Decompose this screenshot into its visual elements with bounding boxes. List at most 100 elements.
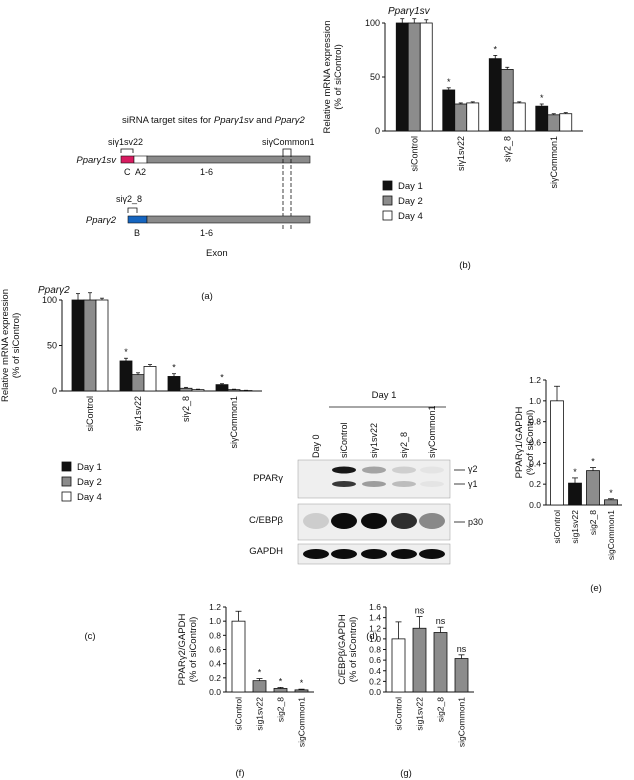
bar bbox=[454, 103, 468, 132]
sirna-label: siγ1sv22 bbox=[108, 137, 143, 147]
bar bbox=[419, 22, 433, 132]
band-cebpb bbox=[331, 513, 357, 529]
y-axis-label: Relative mRNA expression bbox=[0, 289, 11, 402]
y-tick-label: 0.0 bbox=[529, 500, 541, 510]
y-tick-label: 0.8 bbox=[209, 630, 221, 640]
legend-label: Day 1 bbox=[77, 462, 102, 473]
significance-mark: ns bbox=[415, 606, 425, 616]
band-marker: γ2 bbox=[468, 464, 478, 474]
bar bbox=[466, 102, 480, 132]
panel-label: (f) bbox=[236, 768, 245, 779]
bar bbox=[227, 389, 241, 392]
bar bbox=[252, 680, 267, 693]
exons-1-6 bbox=[146, 215, 311, 224]
y-axis-label: (% of siControl) bbox=[188, 617, 199, 682]
y-tick-label: 0.8 bbox=[369, 645, 381, 655]
exon-b bbox=[127, 215, 148, 224]
exon-label: A2 bbox=[135, 167, 146, 177]
bar bbox=[454, 658, 469, 693]
bar bbox=[231, 620, 246, 693]
legend-label: Day 4 bbox=[398, 211, 423, 222]
bar bbox=[604, 499, 618, 506]
x-tick-label: sigCommon1 bbox=[457, 697, 467, 747]
bar bbox=[95, 299, 109, 392]
band-gapdh bbox=[303, 549, 329, 559]
bar bbox=[550, 400, 564, 506]
y-axis-label: PPARγ1/GAPDH bbox=[514, 407, 525, 479]
panel-label: (e) bbox=[590, 583, 602, 594]
significance-mark: * bbox=[172, 363, 176, 373]
band-cebpb bbox=[303, 513, 329, 529]
diagram-title: siRNA target sites for Pparγ1sv and Ppar… bbox=[122, 115, 305, 126]
significance-mark: * bbox=[124, 347, 128, 357]
x-tick-label: sig2_8 bbox=[276, 697, 286, 722]
y-tick-label: 1.2 bbox=[529, 375, 541, 385]
y-axis-label: (% of siControl) bbox=[348, 617, 359, 682]
bar bbox=[488, 58, 502, 132]
band-gapdh bbox=[419, 549, 445, 559]
sirna-label: siγCommon1 bbox=[262, 137, 315, 147]
exon-caption: Exon bbox=[206, 248, 228, 259]
x-tick-label: siγ2_8 bbox=[502, 136, 512, 162]
y-tick-label: 1.2 bbox=[209, 602, 221, 612]
band-gamma2 bbox=[392, 466, 416, 474]
significance-mark: * bbox=[573, 467, 577, 477]
y-axis-label: (% of siControl) bbox=[333, 44, 344, 109]
exon-label: C bbox=[124, 167, 131, 177]
x-tick-label: siControl bbox=[552, 510, 562, 544]
legend-label: Day 4 bbox=[77, 492, 102, 503]
sirna-bracket bbox=[282, 148, 292, 153]
legend-swatch bbox=[382, 195, 393, 206]
bar bbox=[547, 114, 561, 132]
x-tick-label: siγ1sv22 bbox=[133, 396, 143, 431]
blot-row-label: GAPDH bbox=[249, 546, 283, 557]
x-tick-label: sig2_8 bbox=[588, 510, 598, 535]
exon-label: 1-6 bbox=[200, 228, 213, 238]
bar bbox=[412, 627, 427, 693]
bar bbox=[215, 384, 229, 392]
chart-g: 0.00.20.40.60.81.01.21.41.6C/EBPβ/GAPDH(… bbox=[337, 602, 474, 747]
legend-swatch bbox=[61, 461, 72, 472]
bar bbox=[71, 299, 85, 392]
x-tick-label: sigCommon1 bbox=[297, 697, 307, 747]
y-tick-label: 100 bbox=[365, 18, 380, 28]
x-tick-label: siControl bbox=[234, 697, 244, 731]
band-gapdh bbox=[331, 549, 357, 559]
band-gamma2 bbox=[332, 466, 356, 474]
significance-mark: * bbox=[220, 373, 224, 383]
y-tick-label: 0.4 bbox=[369, 666, 381, 676]
bar bbox=[191, 389, 205, 392]
y-tick-label: 1.2 bbox=[369, 623, 381, 633]
bar bbox=[119, 360, 133, 392]
bar bbox=[395, 22, 409, 132]
x-tick-label: sig2_8 bbox=[436, 697, 446, 722]
bar bbox=[407, 22, 421, 132]
x-tick-label: siControl bbox=[409, 136, 419, 172]
y-tick-label: 100 bbox=[42, 295, 57, 305]
exon-a2 bbox=[133, 155, 148, 164]
legend-swatch bbox=[382, 210, 393, 221]
significance-mark: ns bbox=[436, 616, 446, 626]
y-axis-label: (% of siControl) bbox=[525, 410, 536, 475]
y-tick-label: 0.4 bbox=[529, 458, 541, 468]
y-tick-label: 0.0 bbox=[369, 687, 381, 697]
lane-label: siγ1sv22 bbox=[369, 423, 379, 458]
bar bbox=[433, 632, 448, 693]
lane-label: siControl bbox=[339, 422, 349, 458]
y-tick-label: 0.2 bbox=[369, 676, 381, 686]
band-cebpb bbox=[391, 513, 417, 529]
band-gamma2 bbox=[362, 466, 386, 474]
lane-label: siγ2_8 bbox=[399, 432, 409, 458]
exons-1-6 bbox=[146, 155, 311, 164]
x-tick-label: sig1sv22 bbox=[415, 697, 425, 731]
transcript-name: Pparγ1sv bbox=[76, 155, 117, 166]
legend-swatch bbox=[382, 180, 393, 191]
x-tick-label: siγCommon1 bbox=[549, 136, 559, 189]
chart-b: 0 50 100 Relative mRNA expression (% of siCo… bbox=[322, 6, 583, 222]
x-tick-label: siControl bbox=[394, 697, 404, 731]
bar bbox=[131, 374, 145, 392]
y-axis-label: Relative mRNA expression bbox=[322, 21, 333, 134]
y-tick-label: 0.6 bbox=[209, 645, 221, 655]
x-tick-label: sig1sv22 bbox=[570, 510, 580, 544]
